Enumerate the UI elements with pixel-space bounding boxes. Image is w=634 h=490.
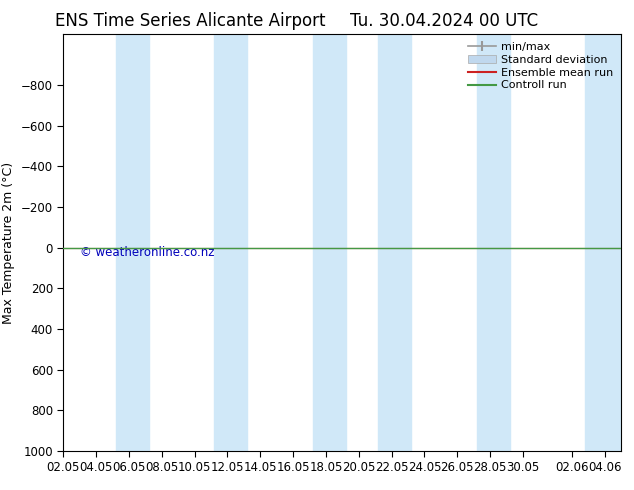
Bar [477, 34, 510, 451]
Bar [378, 34, 411, 451]
Bar [585, 34, 624, 451]
Bar [214, 34, 247, 451]
Bar [116, 34, 149, 451]
Legend: min/max, Standard deviation, Ensemble mean run, Controll run: min/max, Standard deviation, Ensemble me… [466, 40, 616, 93]
Y-axis label: Max Temperature 2m (°C): Max Temperature 2m (°C) [3, 162, 15, 323]
Text: © weatheronline.co.nz: © weatheronline.co.nz [80, 246, 215, 260]
Text: ENS Time Series Alicante Airport: ENS Time Series Alicante Airport [55, 12, 325, 30]
Bar [313, 34, 346, 451]
Text: Tu. 30.04.2024 00 UTC: Tu. 30.04.2024 00 UTC [350, 12, 538, 30]
